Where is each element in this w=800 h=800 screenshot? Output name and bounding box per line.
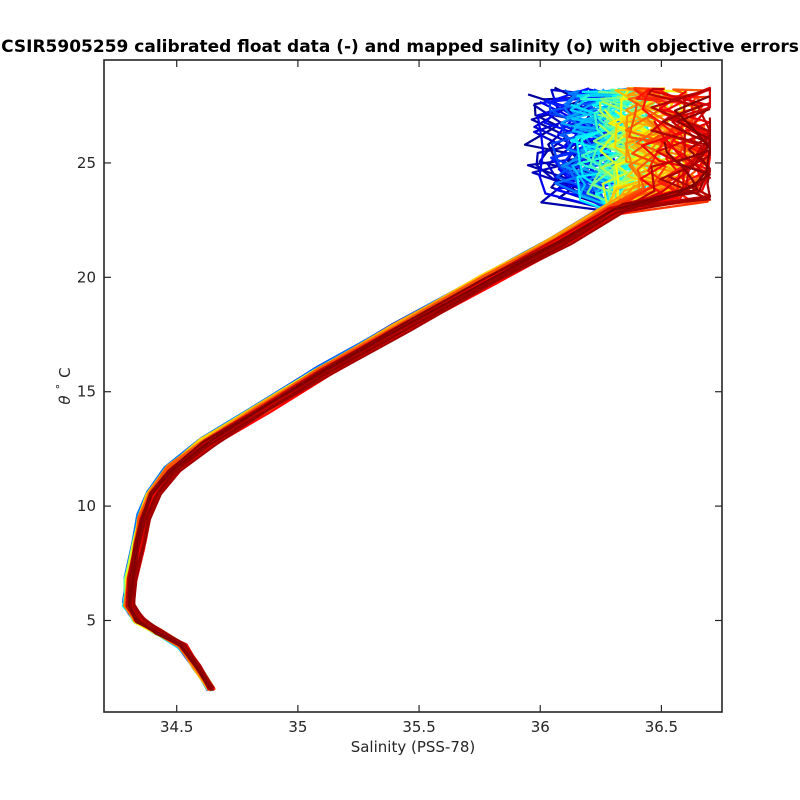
x-tick-label: 36 xyxy=(531,718,550,736)
y-tick-label: 20 xyxy=(77,268,96,286)
plot-frame xyxy=(103,59,723,713)
y-axis-unit: C xyxy=(56,367,74,377)
y-tick-label: 15 xyxy=(77,383,96,401)
y-axis-label: θ ° C xyxy=(54,367,74,404)
y-tick-label: 10 xyxy=(77,497,96,515)
profile-line xyxy=(127,95,711,690)
y-tick-label: 5 xyxy=(86,611,96,629)
tick-group: 34.5 35 35.5 36 36.5 5 10 15 20 25 xyxy=(77,60,722,736)
x-tick-label: 34.5 xyxy=(160,718,193,736)
x-tick-label: 35.5 xyxy=(402,718,435,736)
y-axis-symbol: θ xyxy=(56,395,74,404)
chart-title: CSIR5905259 calibrated float data (-) an… xyxy=(1,37,799,57)
x-tick-label: 36.5 xyxy=(645,718,678,736)
x-axis-label: Salinity (PSS-78) xyxy=(351,738,476,756)
x-tick-label: 35 xyxy=(288,718,307,736)
y-axis-degree: ° xyxy=(54,384,67,390)
series-group xyxy=(121,86,711,692)
y-tick-label: 25 xyxy=(77,154,96,172)
